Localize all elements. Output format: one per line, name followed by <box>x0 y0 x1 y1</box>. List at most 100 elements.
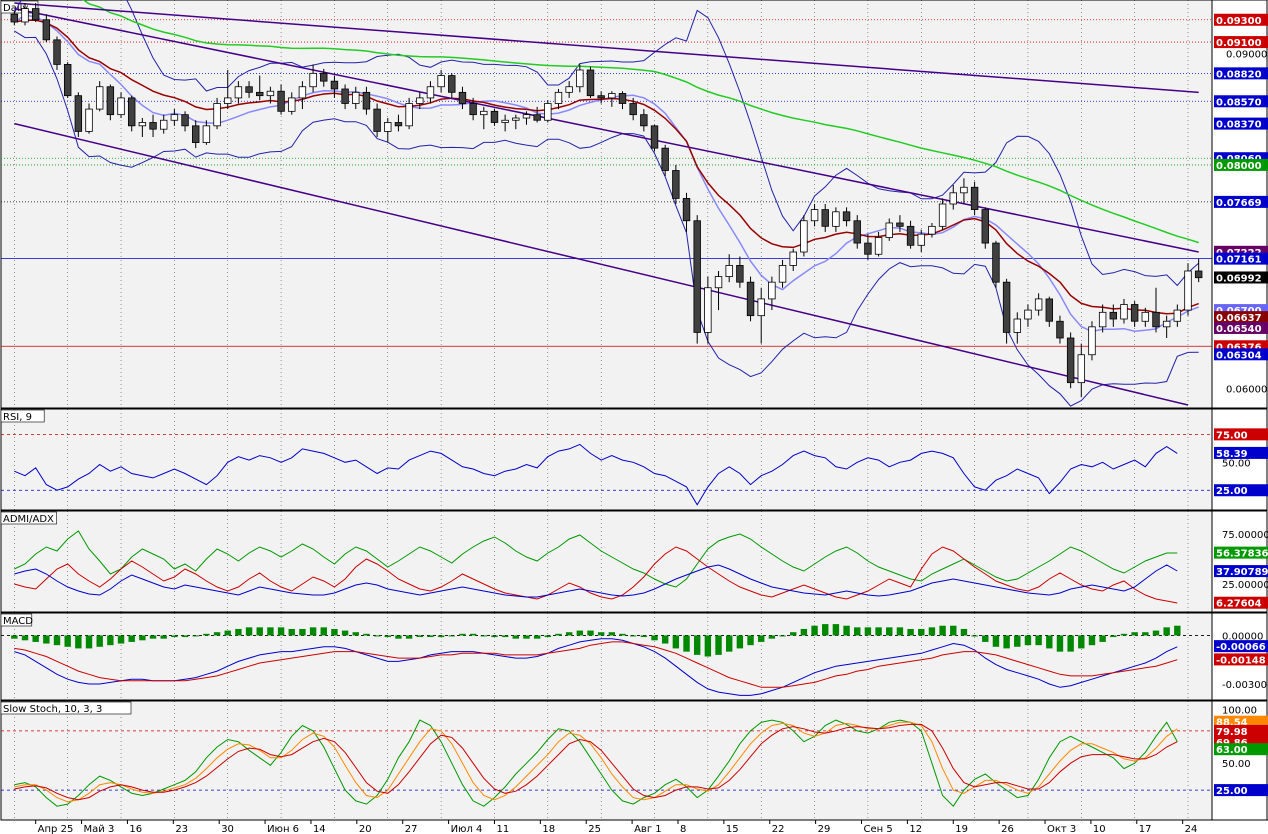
candle <box>426 81 435 104</box>
price-tag-label: 0.09300 <box>1216 16 1262 27</box>
candle-body <box>970 186 979 210</box>
candle <box>1034 293 1043 316</box>
macd-histogram-bar <box>640 635 648 638</box>
macd-histogram-bar <box>149 635 157 639</box>
candle <box>224 70 232 110</box>
candle-body <box>213 103 221 127</box>
candle <box>576 64 584 93</box>
candle <box>778 259 787 288</box>
candle-body <box>266 90 275 97</box>
candle-body <box>63 64 72 97</box>
candle-body <box>106 86 115 116</box>
macd-histogram-bar <box>341 630 349 636</box>
macd-histogram-bar <box>213 632 221 636</box>
candle <box>74 92 83 137</box>
candle-body <box>384 122 392 132</box>
candle-body <box>1152 311 1160 328</box>
indicator-tag-box <box>1214 565 1268 578</box>
candle-body <box>661 147 669 171</box>
macd-histogram-bar <box>171 635 178 638</box>
macd-histogram-bar <box>469 633 477 636</box>
candle <box>714 271 723 311</box>
candle-body <box>810 209 819 222</box>
candle <box>469 97 477 121</box>
macd-histogram-bar <box>1088 635 1096 646</box>
macd-histogram-bar <box>299 628 306 636</box>
macd-histogram-bar <box>758 635 765 642</box>
macd-histogram-bar <box>982 635 989 642</box>
candle-body <box>1194 270 1203 279</box>
x-tick-label: 29 <box>818 824 831 834</box>
candle-body <box>1088 326 1096 356</box>
macd-histogram-bar <box>886 627 893 636</box>
x-tick-label: Окт 3 <box>1047 824 1076 834</box>
pane-title-box <box>0 511 57 525</box>
candle-body <box>842 211 851 222</box>
candle <box>320 68 328 87</box>
candle <box>160 114 168 134</box>
price-tag-label: 0.06637 <box>1216 313 1262 324</box>
price-tick-label: 0.06000 <box>1226 384 1267 395</box>
candle <box>448 73 456 98</box>
macd-histogram-bar <box>832 624 840 636</box>
pane-title: MACD <box>3 616 33 627</box>
macd-histogram-bar <box>576 630 584 636</box>
candle <box>960 178 968 204</box>
candle <box>810 204 819 227</box>
candle-body <box>362 91 371 110</box>
macd-histogram-bar <box>651 635 658 641</box>
candle <box>63 62 72 98</box>
macd-histogram-bar <box>288 628 295 636</box>
candle <box>384 118 392 143</box>
candle-body <box>544 103 552 121</box>
candle <box>170 109 179 126</box>
indicator-tag-label: 25.00 <box>1216 486 1248 497</box>
macd-histogram-bar <box>11 635 18 639</box>
candle-body <box>1130 304 1139 322</box>
candle-body <box>640 114 648 127</box>
indicator-tick-label: 50.00 <box>1222 759 1251 770</box>
macd-histogram-bar <box>405 635 413 639</box>
macd-histogram-bar <box>245 627 253 636</box>
price-tag-label: 0.08000 <box>1216 161 1262 172</box>
macd-histogram-bar <box>480 635 487 637</box>
x-tick-label: 11 <box>496 824 509 834</box>
price-tag-box <box>1214 195 1268 208</box>
indicator-series-line <box>14 721 1178 803</box>
macd-histogram-bar <box>107 635 114 646</box>
macd-histogram-bar <box>608 632 616 636</box>
indicator-series-line <box>14 719 1178 807</box>
macd-histogram-bar <box>85 635 93 649</box>
candle-body <box>512 117 520 121</box>
candle-body <box>320 72 328 82</box>
candle <box>352 86 360 110</box>
macd-histogram-bar <box>864 627 872 636</box>
macd-histogram-bar <box>96 635 103 647</box>
candle <box>757 287 765 344</box>
candle <box>341 84 349 110</box>
macd-histogram-bar <box>1110 635 1117 638</box>
macd-histogram-bar <box>950 625 957 636</box>
x-tick-label: 17 <box>1139 824 1152 834</box>
candle <box>768 276 776 311</box>
macd-histogram-bar <box>843 625 850 636</box>
pane-frame <box>0 408 1268 511</box>
x-tick-label: 12 <box>909 824 922 834</box>
candle <box>906 220 915 249</box>
candle <box>746 276 755 322</box>
x-axis: Апр 25 Май 3 16 23 30 Июн 6 14 20 27 Июл 4 11 18 25 А… <box>1 819 1268 834</box>
macd-histogram-bar <box>1099 635 1106 642</box>
price-marks: 0.09000 0.06000 0.09300 0.09100 0.08820 0.085… <box>1 0 1268 407</box>
bollinger-upper-line <box>13 0 1200 287</box>
indicator-tag-box <box>1214 784 1268 797</box>
candle <box>864 234 872 260</box>
candle-body <box>928 225 936 235</box>
candle-body <box>1141 311 1150 322</box>
indicator-series-line <box>14 530 1178 588</box>
candle <box>682 192 691 232</box>
pane-title: Slow Stoch, 10, 3, 3 <box>3 704 102 715</box>
x-tick-label: 14 <box>313 824 326 834</box>
candle-body <box>853 220 861 244</box>
